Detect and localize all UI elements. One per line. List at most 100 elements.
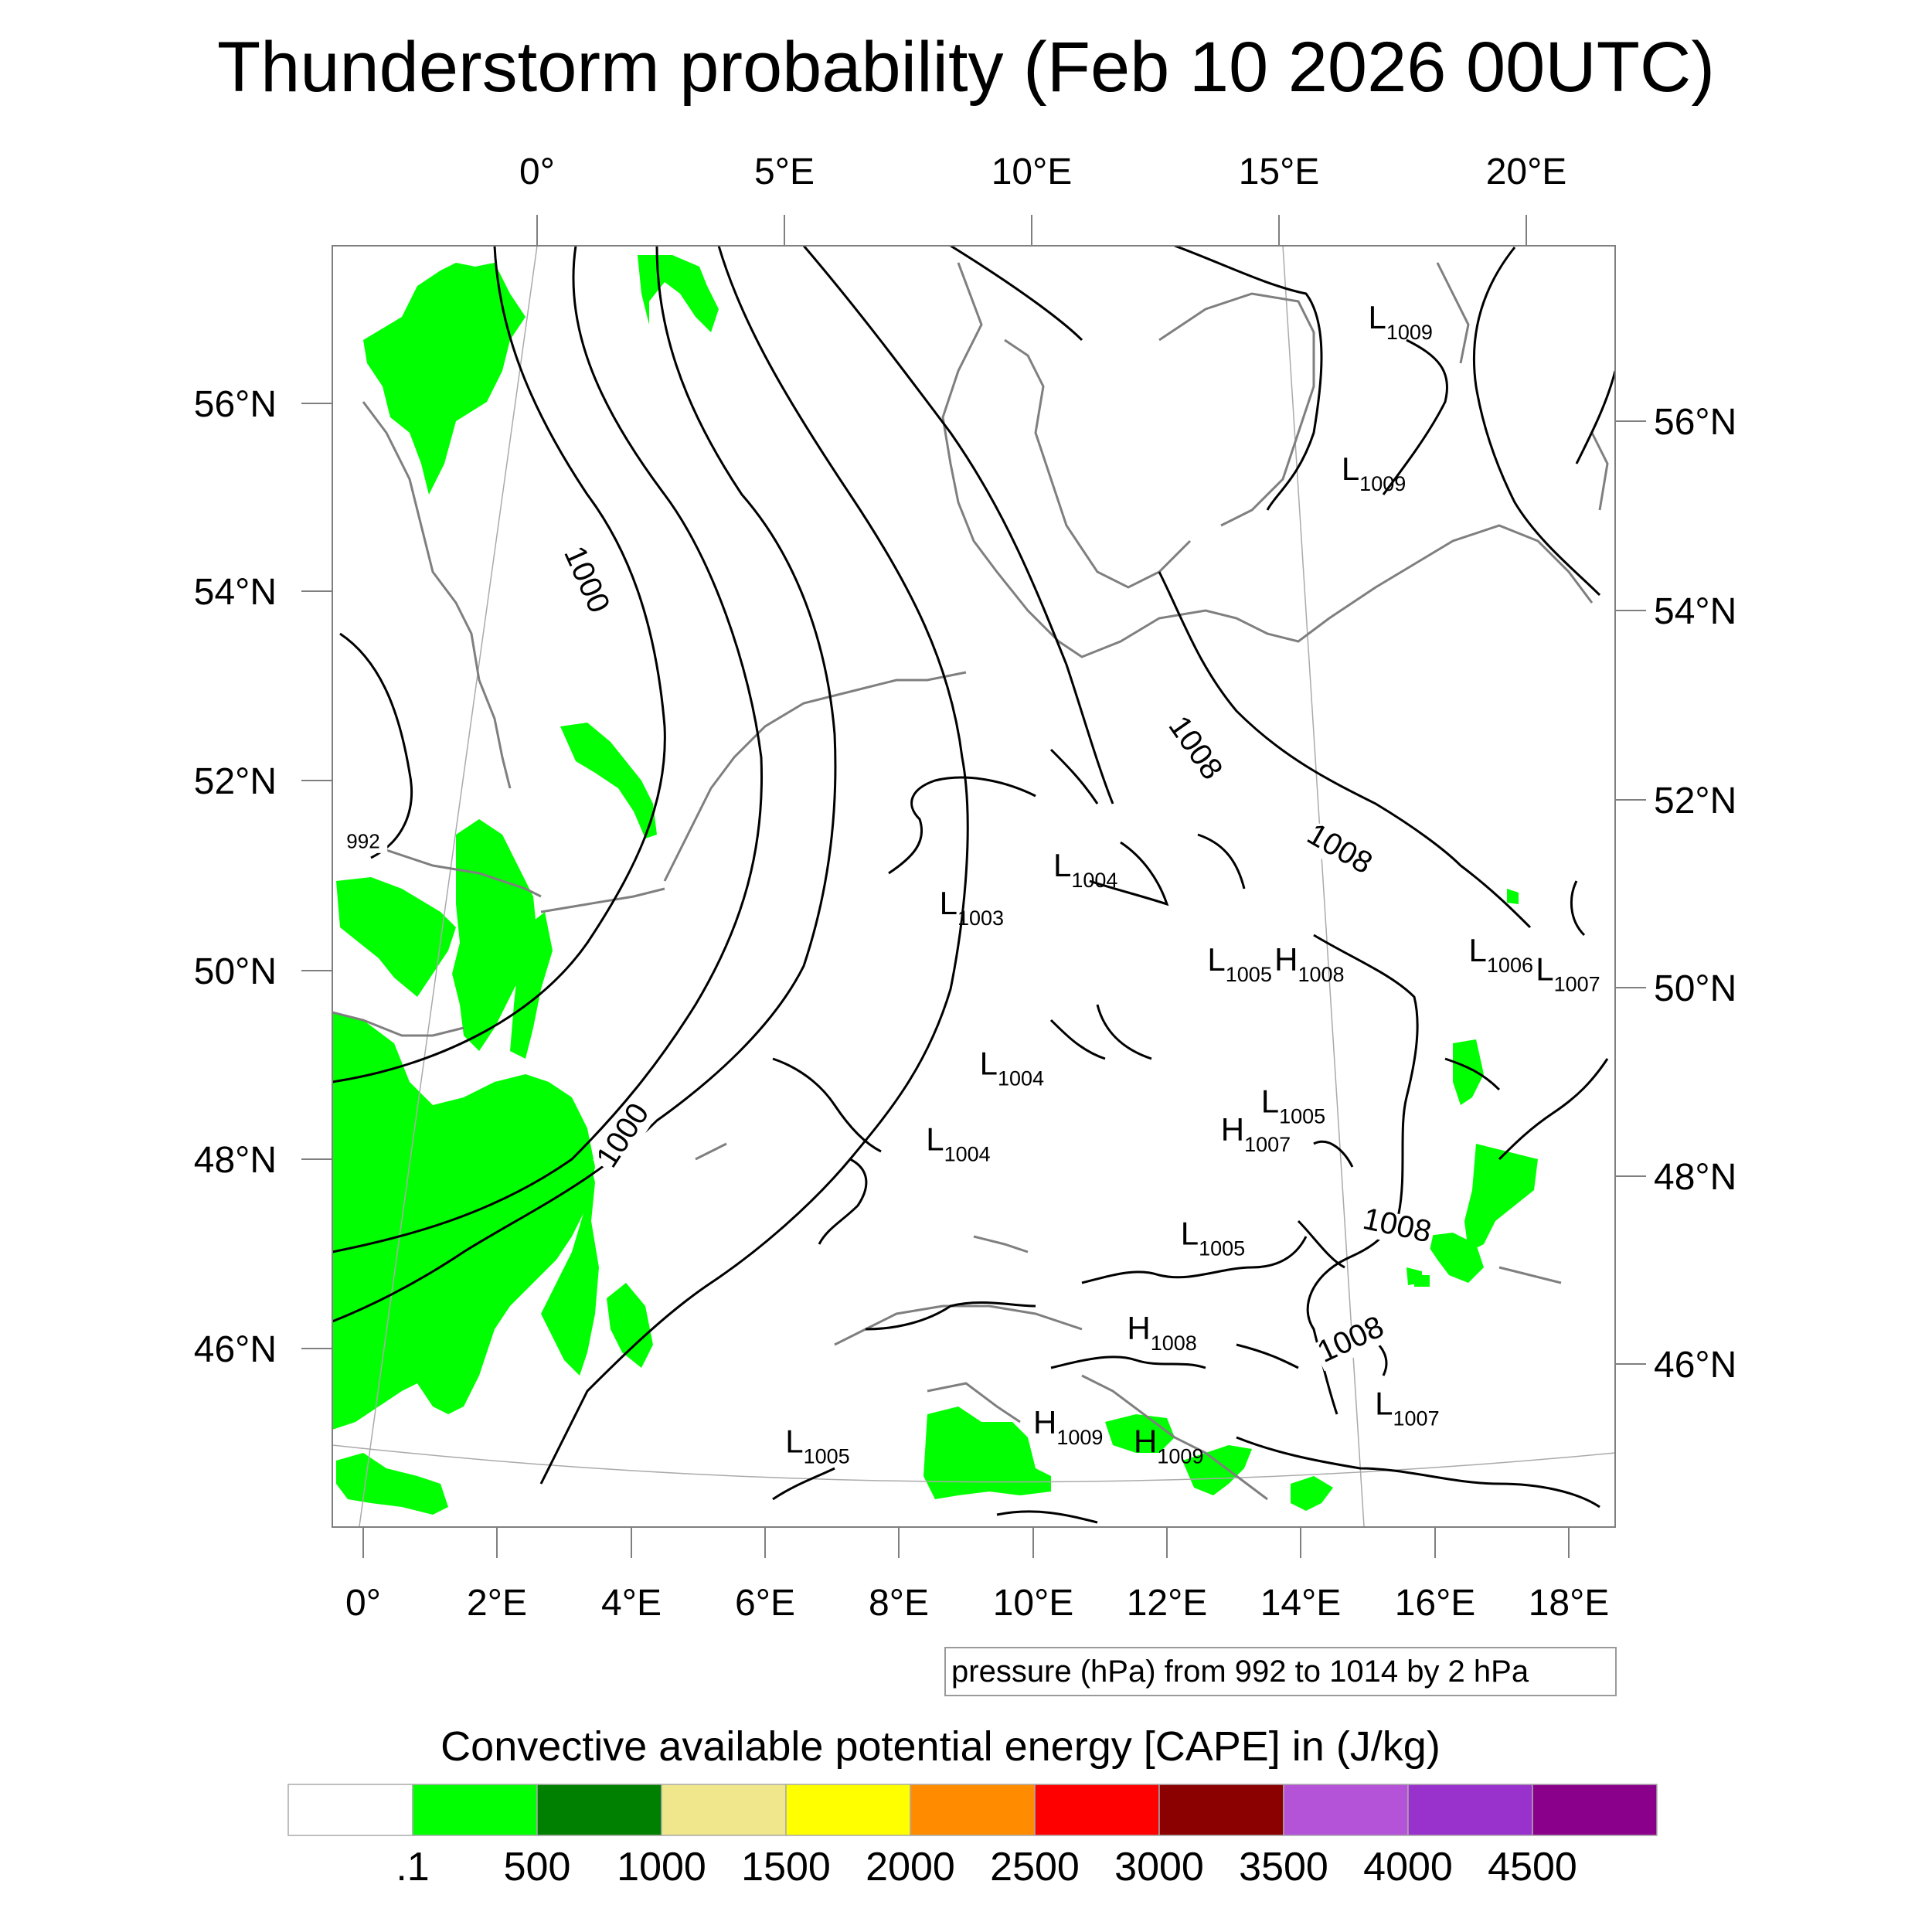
pressure-center-label: L1003 [940, 885, 1004, 930]
pressure-center-label: H1009 [1033, 1404, 1103, 1449]
cape-region-biscay [336, 1453, 448, 1515]
pressure-center-type: H [1134, 1423, 1157, 1459]
colorbar-label: 3500 [1239, 1845, 1328, 1889]
pressure-center-type: H [1274, 941, 1298, 978]
colorbar-swatch [412, 1784, 538, 1836]
right-lat-labels: 56°N 54°N 52°N 50°N 48°N 46°N [1654, 402, 1736, 1386]
colorbar [287, 1784, 1658, 1836]
pressure-center-type: L [1623, 1216, 1641, 1252]
contour-note: pressure (hPa) from 992 to 1014 by 2 hPa [951, 1655, 1529, 1689]
pressure-center-value: 1006 [1487, 954, 1533, 977]
pressure-center-type: L [1536, 951, 1553, 987]
colorbar-title: Convective available potential energy [C… [440, 1723, 1440, 1770]
pressure-center-value: 1004 [998, 1067, 1044, 1090]
cape-region-adriatic-east [1182, 1445, 1252, 1495]
cape-region-alps-west [607, 1283, 653, 1368]
bottom-lon-labels: 0° 2°E 4°E 6°E 8°E 10°E 12°E 14°E 16°E 1… [345, 1583, 1609, 1624]
contour-note-box [944, 1647, 1617, 1696]
pressure-center-type: L [1207, 941, 1225, 978]
pressure-center-label: L1009 [1342, 451, 1406, 495]
colorbar-label: 4500 [1488, 1845, 1577, 1889]
bottom-lon-label: 8°E [869, 1583, 929, 1624]
cape-region-adriatic-west [923, 1406, 1051, 1499]
isobar-label-bg [1159, 710, 1226, 789]
pressure-center-type: L [1181, 1216, 1199, 1252]
pressure-center-type: L [1342, 451, 1359, 487]
colorbar-labels: .1 500 1000 1500 2000 2500 3000 3500 4000 4500 [396, 1845, 1577, 1889]
bottom-lon-label: 6°E [735, 1583, 795, 1624]
isobar-label-bg [1357, 1206, 1436, 1251]
pressure-center-value: 1005 [1226, 963, 1272, 986]
colorbar-swatch [1283, 1784, 1409, 1836]
cape-region-hungary-small-2 [1507, 889, 1519, 904]
pressure-center-label: L1004 [926, 1121, 990, 1165]
isobar-label-bg [338, 834, 388, 853]
left-lat-label: 56°N [194, 384, 277, 425]
cape-region-carpathian-central [1464, 1144, 1538, 1252]
coastlines [332, 262, 1609, 1501]
pressure-center-value: 1004 [944, 1142, 991, 1165]
left-lat-label: 54°N [194, 572, 277, 613]
pressure-center-value: 1010 [1641, 1237, 1687, 1260]
pressure-center-type: L [980, 1046, 998, 1082]
pressure-center-value: 1008 [1298, 963, 1344, 986]
pressure-center-label: H1008 [1127, 1310, 1196, 1355]
pressure-center-label: L10 [1676, 648, 1717, 693]
pressure-center-type: H [1221, 1111, 1244, 1148]
cape-region-north-sea [638, 255, 719, 332]
isobar-label: 1000 [557, 541, 616, 617]
cape-region-benelux-edge [510, 912, 553, 1059]
cape-region-pannonia [1422, 1233, 1484, 1283]
pressure-center-type: L [1375, 1386, 1393, 1422]
cape-region-balkan-2 [1414, 1275, 1430, 1287]
pressure-center-label: L1004 [980, 1046, 1044, 1090]
axis-ticks [301, 215, 1646, 1558]
pressure-center-label: L1007 [1536, 951, 1600, 995]
colorbar-label: 500 [504, 1845, 571, 1889]
top-lon-label: 15°E [1239, 151, 1320, 192]
pressure-center-value: 1009 [1157, 1444, 1203, 1468]
bottom-lon-label: 10°E [993, 1583, 1074, 1624]
pressure-center-value: 1009 [1386, 321, 1433, 344]
cape-fields [332, 255, 1538, 1515]
colorbar-swatch [1034, 1784, 1160, 1836]
pressure-center-label: L1007 [1375, 1386, 1439, 1430]
top-lon-label: 10°E [992, 151, 1073, 192]
isobars [332, 246, 1615, 1524]
top-lon-labels: 0° 5°E 10°E 15°E 20°E [519, 151, 1566, 192]
pressure-center-type: L [785, 1423, 803, 1459]
cape-region-france-west [332, 1012, 595, 1430]
colorbar-swatch [287, 1784, 413, 1836]
pressure-center-type: L [940, 885, 957, 921]
cape-region-channel [452, 819, 537, 1051]
left-lat-label: 50°N [194, 951, 277, 992]
pressure-center-value: 1007 [1554, 972, 1600, 995]
map-title: Thunderstorm probability (Feb 10 2026 00… [217, 28, 1715, 107]
pressure-center-value: 1005 [804, 1444, 850, 1468]
right-lat-label: 56°N [1654, 402, 1736, 443]
isobar-label: 1008 [1301, 817, 1378, 881]
isobar-label: 992 [346, 829, 379, 852]
pressure-center-type: L [1469, 932, 1487, 968]
isobar-label-bg [1298, 820, 1378, 883]
pressure-center-value: 1003 [957, 906, 1004, 930]
right-lat-label: 54°N [1654, 591, 1736, 632]
cape-region-balkans [1291, 1476, 1333, 1511]
top-lon-label: 20°E [1486, 151, 1567, 192]
colorbar-swatch [536, 1784, 662, 1836]
isobar-label: 1008 [1360, 1202, 1434, 1250]
right-lat-label: 50°N [1654, 968, 1736, 1009]
colorbar-label: 4000 [1363, 1845, 1453, 1889]
colorbar-swatch [785, 1784, 911, 1836]
pressure-center-type: L [926, 1121, 944, 1157]
pressure-center-value: 1007 [1393, 1407, 1440, 1430]
pressure-center-value: 1005 [1199, 1237, 1245, 1260]
top-lon-label: 0° [519, 151, 555, 192]
colorbar-label: 1000 [617, 1845, 706, 1889]
colorbar-label: 2500 [990, 1845, 1080, 1889]
isobar-label-bg [593, 1097, 658, 1176]
pressure-center-label: H1009 [1134, 1423, 1203, 1468]
